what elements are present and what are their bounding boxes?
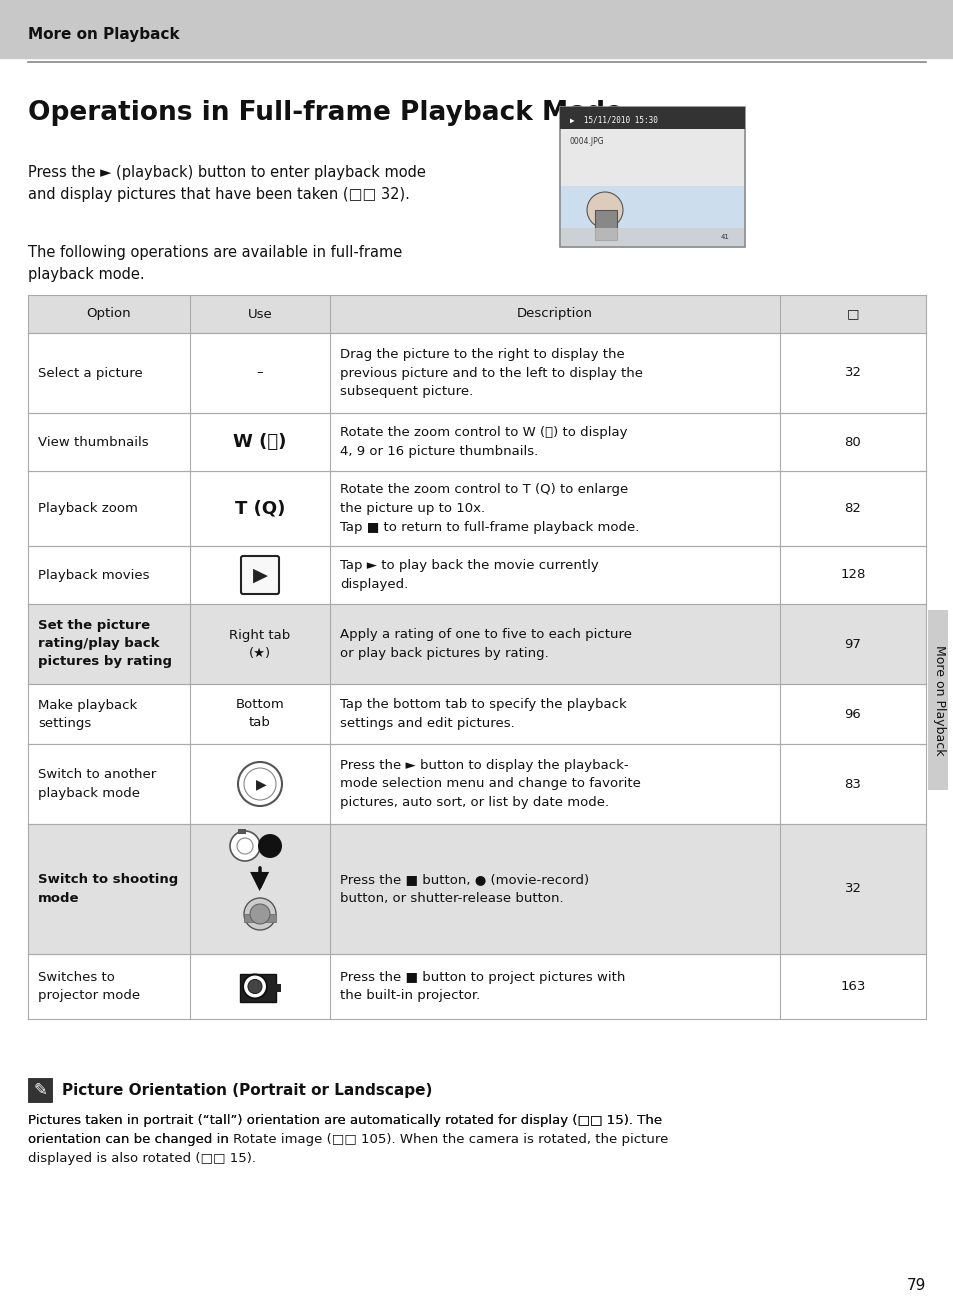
Bar [28, 824, 925, 954]
Text: Drag the picture to the right to display the
previous picture and to the left to: Drag the picture to the right to display… [339, 348, 642, 398]
Bar [273, 983, 281, 992]
Text: W (⯈): W (⯈) [233, 434, 287, 451]
Text: 0004.JPG: 0004.JPG [569, 138, 604, 146]
Text: ▼: ▼ [250, 869, 270, 894]
Circle shape [230, 830, 260, 861]
Text: ▶  15/11/2010 15:30: ▶ 15/11/2010 15:30 [569, 116, 658, 125]
Text: 41: 41 [720, 234, 729, 240]
Bar [244, 915, 275, 922]
Bar [560, 187, 743, 246]
FancyBboxPatch shape [241, 556, 278, 594]
Text: T (Q): T (Q) [234, 499, 285, 518]
Bar [28, 1077, 52, 1102]
Text: Press the ► (playback) button to enter playback mode
and display pictures that h: Press the ► (playback) button to enter p… [28, 166, 425, 202]
Circle shape [257, 834, 282, 858]
Text: More on Playback: More on Playback [933, 645, 945, 756]
Text: Switch to shooting
mode: Switch to shooting mode [38, 874, 178, 904]
Text: Right tab
(★): Right tab (★) [229, 628, 291, 660]
Text: Apply a rating of one to five to each picture
or play back pictures by rating.: Apply a rating of one to five to each pi… [339, 628, 631, 660]
Bar [560, 229, 743, 246]
Text: ▶: ▶ [253, 565, 267, 585]
Text: Use: Use [248, 307, 273, 321]
Text: Press the ■ button to project pictures with
the built-in projector.: Press the ■ button to project pictures w… [339, 971, 625, 1003]
Text: View thumbnails: View thumbnails [38, 435, 149, 448]
Text: Select a picture: Select a picture [38, 367, 143, 380]
Text: Playback movies: Playback movies [38, 569, 150, 582]
Circle shape [250, 904, 270, 924]
Bar [28, 296, 925, 332]
Text: ✎: ✎ [33, 1081, 47, 1099]
Bar [28, 604, 925, 685]
Bar [559, 106, 744, 247]
Text: Press the ► button to display the playback-
mode selection menu and change to fa: Press the ► button to display the playba… [339, 759, 640, 809]
Text: Switch to another
playback mode: Switch to another playback mode [38, 769, 156, 799]
Text: Description: Description [517, 307, 593, 321]
Circle shape [237, 762, 282, 805]
Text: Press the ■ button, ● (movie-record)
button, or shutter-release button.: Press the ■ button, ● (movie-record) but… [339, 874, 589, 905]
Text: Operations in Full-frame Playback Mode: Operations in Full-frame Playback Mode [28, 100, 622, 126]
Text: Option: Option [87, 307, 132, 321]
Text: 32: 32 [843, 883, 861, 896]
Bar [28, 547, 925, 604]
Bar [237, 829, 246, 834]
Bar [559, 106, 744, 129]
Bar [28, 332, 925, 413]
Bar [240, 974, 275, 1001]
Text: Rotate the zoom control to T (Q) to enlarge
the picture up to 10x.
Tap ■ to retu: Rotate the zoom control to T (Q) to enla… [339, 484, 639, 533]
Bar [927, 610, 947, 790]
Text: 128: 128 [840, 569, 864, 582]
Circle shape [244, 767, 275, 800]
Text: 163: 163 [840, 980, 864, 993]
Text: 96: 96 [843, 707, 861, 720]
Text: Pictures taken in portrait (“tall”) orientation are automatically rotated for di: Pictures taken in portrait (“tall”) orie… [28, 1114, 668, 1166]
Bar [28, 744, 925, 824]
Bar [595, 210, 617, 240]
Text: The following operations are available in full-frame
playback mode.: The following operations are available i… [28, 244, 402, 283]
Text: More on Playback: More on Playback [28, 28, 179, 42]
Text: 80: 80 [843, 435, 861, 448]
Circle shape [243, 975, 267, 999]
Circle shape [248, 979, 262, 993]
Bar [28, 685, 925, 744]
Text: Switches to
projector mode: Switches to projector mode [38, 971, 140, 1003]
Text: Set the picture
rating/play back
pictures by rating: Set the picture rating/play back picture… [38, 619, 172, 669]
Text: ▶: ▶ [255, 777, 266, 791]
Text: Bottom
tab: Bottom tab [235, 699, 284, 729]
Text: 82: 82 [843, 502, 861, 515]
Text: Tap ► to play back the movie currently
displayed.: Tap ► to play back the movie currently d… [339, 560, 598, 591]
Text: 79: 79 [905, 1277, 925, 1293]
Text: 97: 97 [843, 637, 861, 650]
Text: 83: 83 [843, 778, 861, 791]
Text: –: – [256, 367, 263, 380]
Bar [0, 0, 953, 58]
Text: Make playback
settings: Make playback settings [38, 699, 137, 729]
Text: Pictures taken in portrait (“tall”) orientation are automatically rotated for di: Pictures taken in portrait (“tall”) orie… [28, 1114, 661, 1146]
Bar [28, 413, 925, 470]
Circle shape [244, 897, 275, 930]
Bar [28, 470, 925, 547]
Text: 32: 32 [843, 367, 861, 380]
Bar [28, 954, 925, 1018]
Text: Playback zoom: Playback zoom [38, 502, 138, 515]
Circle shape [236, 838, 253, 854]
Text: Picture Orientation (Portrait or Landscape): Picture Orientation (Portrait or Landsca… [62, 1083, 432, 1097]
Text: Tap the bottom tab to specify the playback
settings and edit pictures.: Tap the bottom tab to specify the playba… [339, 698, 626, 729]
Circle shape [586, 192, 622, 229]
Text: □: □ [846, 307, 859, 321]
Text: Rotate the zoom control to W (⯈) to display
4, 9 or 16 picture thumbnails.: Rotate the zoom control to W (⯈) to disp… [339, 426, 627, 457]
